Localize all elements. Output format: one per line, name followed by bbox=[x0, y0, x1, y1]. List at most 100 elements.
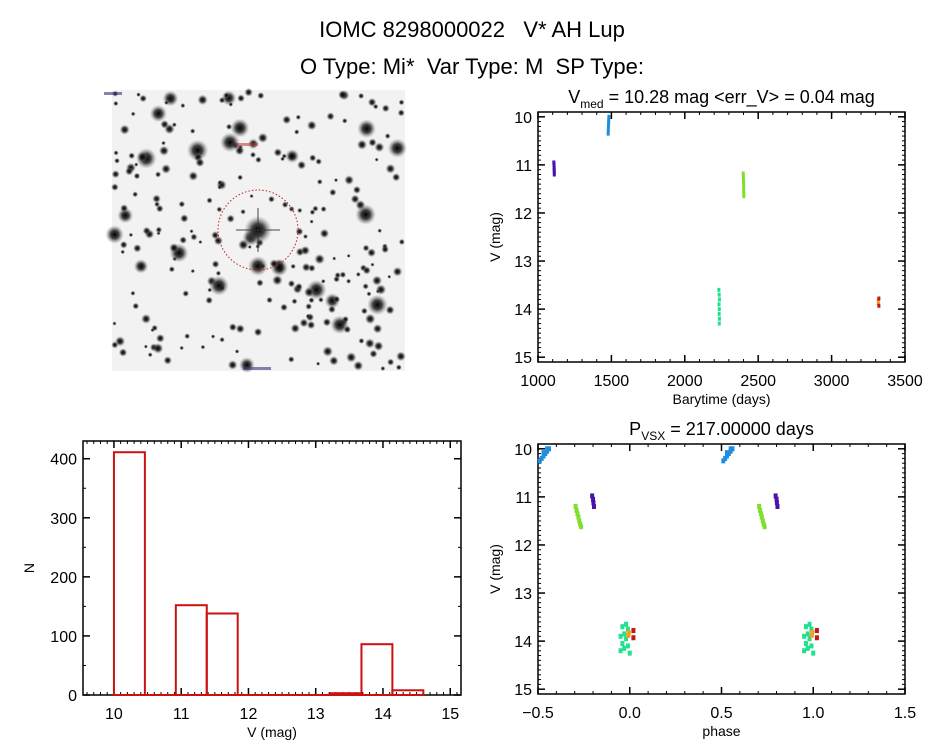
y-tick-label: 10 bbox=[514, 442, 532, 459]
data-point-season5 bbox=[626, 629, 631, 635]
star bbox=[350, 194, 360, 204]
star bbox=[398, 99, 405, 106]
star bbox=[154, 171, 162, 178]
star bbox=[119, 204, 129, 213]
star bbox=[308, 154, 317, 162]
star bbox=[113, 150, 119, 156]
star bbox=[142, 226, 151, 235]
plot-title: PVSX = 217.00000 days bbox=[629, 419, 814, 443]
y-tick-label: 11 bbox=[515, 490, 532, 507]
star bbox=[333, 177, 339, 183]
star bbox=[328, 355, 339, 366]
star bbox=[315, 158, 323, 165]
data-point-season3 bbox=[622, 645, 627, 651]
star bbox=[184, 333, 191, 340]
data-point-season3 bbox=[625, 626, 630, 632]
star bbox=[171, 122, 177, 128]
star bbox=[227, 360, 238, 370]
data-point-season3 bbox=[620, 641, 625, 647]
star bbox=[329, 188, 337, 197]
star bbox=[377, 228, 383, 234]
star bbox=[163, 356, 173, 365]
star bbox=[179, 236, 188, 244]
star bbox=[312, 205, 319, 212]
star bbox=[234, 349, 240, 354]
star bbox=[139, 94, 148, 103]
star bbox=[114, 157, 120, 164]
star bbox=[190, 233, 198, 241]
x-tick-label: 0.5 bbox=[710, 705, 732, 722]
star bbox=[355, 271, 361, 277]
star bbox=[302, 233, 309, 240]
x-tick-label: 0.0 bbox=[619, 705, 641, 722]
star bbox=[210, 334, 216, 339]
star bbox=[130, 290, 136, 296]
histogram-plot: 10 11 12 13 14 15 0 100 200 300 400 V (mag) N bbox=[21, 440, 462, 740]
lightcurve-plot: 1000 1500 2000 2500 3000 3500 10 11 12 13 14 15 Bary… bbox=[487, 87, 923, 407]
star bbox=[370, 262, 375, 267]
star bbox=[249, 193, 254, 199]
star bbox=[228, 322, 237, 332]
star bbox=[164, 100, 169, 105]
star bbox=[179, 214, 189, 223]
data-point-season4 bbox=[742, 190, 746, 195]
star bbox=[189, 128, 196, 134]
star bbox=[105, 225, 124, 244]
star bbox=[332, 256, 337, 261]
star bbox=[190, 268, 196, 274]
histogram-frame bbox=[82, 440, 462, 696]
data-point-season2 bbox=[607, 117, 611, 122]
data-point-season1 bbox=[552, 162, 556, 167]
data-point-season3 bbox=[717, 302, 721, 307]
histogram-bar bbox=[329, 692, 363, 696]
title-text: = 217.00000 days bbox=[665, 419, 814, 439]
data-point-season6 bbox=[814, 628, 819, 634]
star bbox=[280, 303, 288, 312]
data-point-season4 bbox=[574, 507, 579, 513]
star bbox=[356, 139, 368, 150]
star bbox=[355, 204, 376, 225]
star bbox=[133, 243, 142, 253]
star bbox=[206, 197, 213, 204]
data-point-season4 bbox=[759, 514, 764, 520]
star bbox=[352, 185, 362, 195]
data-point-season3 bbox=[624, 636, 629, 642]
star bbox=[309, 219, 314, 224]
star bbox=[219, 336, 225, 343]
star bbox=[343, 325, 352, 334]
y-tick-label: 0 bbox=[68, 688, 77, 705]
y-axis-label: N bbox=[21, 563, 37, 573]
star bbox=[287, 356, 295, 363]
data-point-season3 bbox=[802, 633, 807, 639]
data-point-season1 bbox=[591, 500, 596, 506]
data-point-season4 bbox=[758, 507, 763, 513]
data-point-season4 bbox=[758, 511, 763, 517]
star bbox=[327, 305, 336, 314]
star bbox=[345, 351, 357, 363]
image-corner-label bbox=[104, 92, 122, 95]
star bbox=[306, 120, 317, 131]
data-point-season1 bbox=[590, 493, 595, 499]
star bbox=[230, 118, 250, 138]
star bbox=[301, 262, 311, 272]
star bbox=[161, 163, 172, 174]
star bbox=[306, 320, 316, 330]
star bbox=[235, 324, 245, 334]
data-point-season3 bbox=[807, 621, 812, 627]
star bbox=[316, 178, 323, 185]
data-point-season6 bbox=[631, 635, 636, 641]
star bbox=[211, 231, 220, 240]
star bbox=[217, 185, 222, 190]
star bbox=[334, 271, 341, 279]
star bbox=[114, 336, 126, 347]
star bbox=[240, 208, 246, 215]
star bbox=[369, 349, 378, 359]
star bbox=[180, 103, 186, 109]
star bbox=[367, 294, 388, 316]
y-axis-label: V (mag) bbox=[487, 544, 503, 594]
star bbox=[385, 163, 396, 174]
star bbox=[112, 321, 117, 326]
data-point-season1 bbox=[775, 504, 780, 509]
data-point-season4 bbox=[762, 524, 767, 530]
data-point-season3 bbox=[811, 650, 816, 656]
